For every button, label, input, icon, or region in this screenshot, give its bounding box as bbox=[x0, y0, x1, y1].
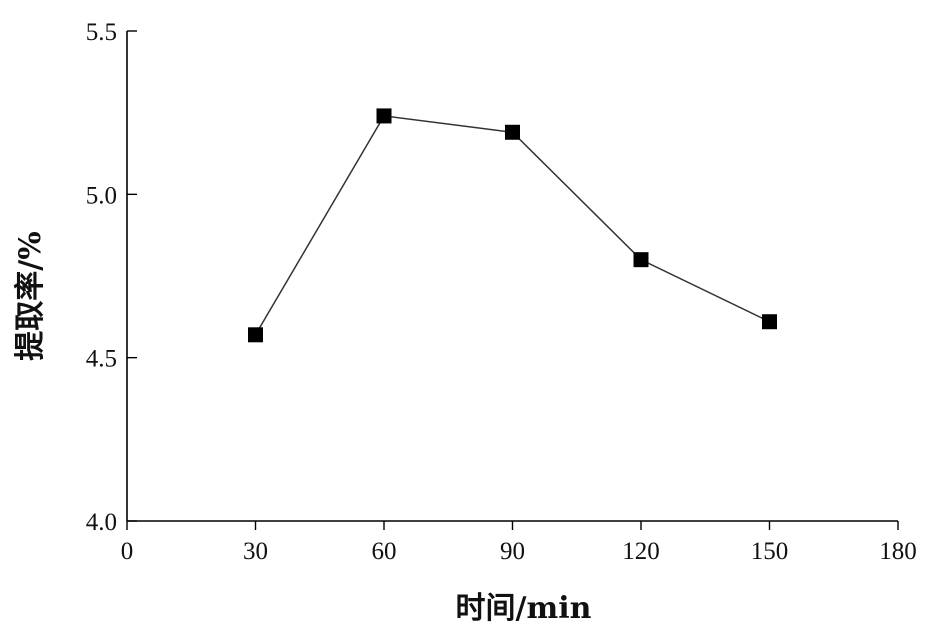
x-tick-label: 90 bbox=[500, 538, 525, 565]
data-point-marker bbox=[633, 252, 649, 268]
axes bbox=[126, 31, 898, 522]
y-tick-label: 5.0 bbox=[86, 182, 117, 209]
y-axis-ticks: 4.0 4.5 5.0 5.5 bbox=[86, 19, 137, 536]
x-tick-label: 60 bbox=[372, 538, 397, 565]
data-point-marker bbox=[376, 108, 392, 124]
y-tick-label: 4.5 bbox=[86, 346, 117, 373]
y-axis-title: 提取率/% bbox=[13, 231, 48, 360]
x-tick-label: 120 bbox=[622, 538, 660, 565]
x-tick-label: 30 bbox=[243, 538, 268, 565]
y-tick-label: 4.0 bbox=[86, 509, 117, 536]
series-line bbox=[254, 115, 770, 336]
x-tick-label: 150 bbox=[751, 538, 789, 565]
data-point-marker bbox=[762, 314, 777, 330]
data-point-marker bbox=[505, 124, 520, 140]
x-tick-label: 0 bbox=[121, 538, 134, 565]
y-tick-label: 5.5 bbox=[86, 19, 117, 46]
series-layer bbox=[248, 108, 777, 343]
x-tick-label: 180 bbox=[879, 538, 917, 565]
x-axis-ticks: 0 30 60 90 120 150 180 bbox=[121, 521, 917, 565]
x-axis-title: 时间/min bbox=[456, 591, 592, 626]
data-point-marker bbox=[248, 327, 263, 343]
